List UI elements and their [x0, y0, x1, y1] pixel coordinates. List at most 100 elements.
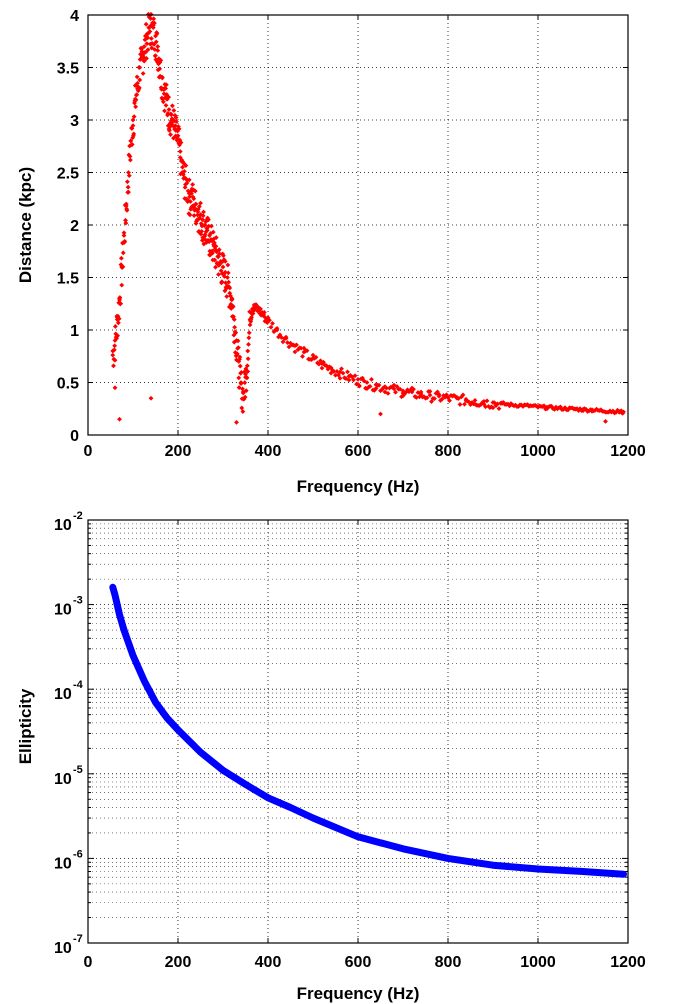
data-point — [118, 255, 124, 261]
data-point — [508, 402, 514, 407]
y-tick-label: 10-7 — [54, 933, 83, 957]
data-point — [126, 189, 131, 195]
data-point — [141, 44, 147, 49]
y-tick-label: 10-4 — [54, 679, 84, 703]
data-point — [163, 82, 169, 88]
data-point — [228, 306, 234, 311]
data-point — [208, 223, 214, 229]
data-point — [237, 354, 243, 360]
data-point — [246, 330, 252, 336]
data-point — [129, 142, 135, 147]
data-point — [202, 237, 208, 243]
data-point — [236, 375, 242, 381]
data-point — [191, 213, 197, 218]
data-point — [198, 200, 203, 206]
data-point — [171, 117, 176, 123]
data-point — [493, 403, 499, 409]
data-point — [333, 372, 338, 378]
data-point — [120, 250, 126, 256]
data-point — [334, 369, 340, 374]
y-tick-exponent: -3 — [73, 595, 83, 607]
data-point — [239, 405, 245, 411]
data-point — [319, 361, 325, 366]
data-point — [160, 96, 166, 102]
data-point — [113, 331, 119, 337]
data-point — [112, 343, 118, 349]
data-point — [119, 264, 125, 270]
data-point — [182, 175, 188, 181]
data-point — [438, 398, 443, 403]
data-point — [181, 161, 187, 166]
data-point — [373, 382, 379, 387]
data-point — [137, 65, 143, 70]
distance-chart: 0 200 400 600 800 1000 1200 0 0.5 1 1.5 2 2.5 3 3.5 4 Fr… — [16, 8, 646, 496]
data-point — [167, 124, 173, 130]
data-point — [203, 219, 209, 225]
data-point — [234, 420, 239, 425]
data-point — [125, 184, 131, 190]
ellipticity-series-line — [109, 583, 627, 878]
data-point — [143, 21, 149, 27]
data-point — [126, 173, 132, 179]
data-point — [361, 378, 367, 384]
data-point — [439, 396, 445, 402]
data-point — [580, 406, 586, 412]
data-point — [123, 201, 129, 207]
data-point — [210, 250, 215, 256]
data-point — [384, 385, 389, 391]
y-tick-label: 0.5 — [57, 376, 79, 393]
data-point — [472, 397, 478, 403]
data-point — [261, 309, 267, 315]
data-point — [364, 380, 370, 385]
data-point — [292, 349, 298, 355]
data-point — [162, 86, 167, 91]
data-point — [225, 262, 231, 268]
y-axis-label: Distance (kpc) — [16, 167, 35, 283]
data-point — [128, 138, 134, 144]
data-point — [195, 206, 201, 212]
data-point — [180, 164, 185, 170]
data-point — [408, 387, 413, 393]
data-point — [123, 220, 129, 226]
data-point — [131, 114, 137, 119]
data-point — [150, 25, 156, 30]
plot-frame — [87, 519, 629, 944]
data-point — [385, 390, 391, 396]
data-point — [405, 387, 410, 393]
data-point — [184, 196, 190, 202]
data-point — [132, 96, 138, 102]
data-point — [190, 182, 196, 187]
data-point — [360, 375, 365, 381]
data-point — [376, 382, 382, 388]
data-point — [520, 404, 526, 409]
data-point — [393, 389, 398, 395]
data-point — [177, 137, 183, 143]
data-point — [175, 124, 181, 129]
data-point — [187, 194, 193, 200]
data-point — [145, 47, 151, 53]
data-point — [603, 418, 608, 424]
x-tick-label: 200 — [165, 954, 192, 971]
data-point — [240, 409, 246, 414]
data-point — [171, 108, 177, 113]
y-tick-label: 4 — [70, 8, 79, 25]
data-point — [122, 238, 128, 244]
data-point — [298, 345, 304, 351]
data-point — [153, 39, 159, 45]
data-point — [134, 92, 140, 97]
data-point — [378, 411, 383, 417]
y-tick-base: 10 — [54, 940, 72, 957]
x-tick-label: 400 — [255, 954, 282, 971]
data-point — [526, 403, 532, 408]
data-point — [232, 324, 238, 330]
data-point — [157, 66, 163, 72]
data-point — [400, 393, 406, 399]
data-point — [148, 395, 154, 401]
data-point — [173, 128, 179, 133]
data-point — [496, 406, 502, 412]
data-point — [155, 44, 161, 49]
data-point — [141, 58, 147, 64]
y-tick-label: 10-2 — [54, 510, 83, 534]
data-point — [478, 402, 484, 407]
data-point — [372, 387, 377, 393]
